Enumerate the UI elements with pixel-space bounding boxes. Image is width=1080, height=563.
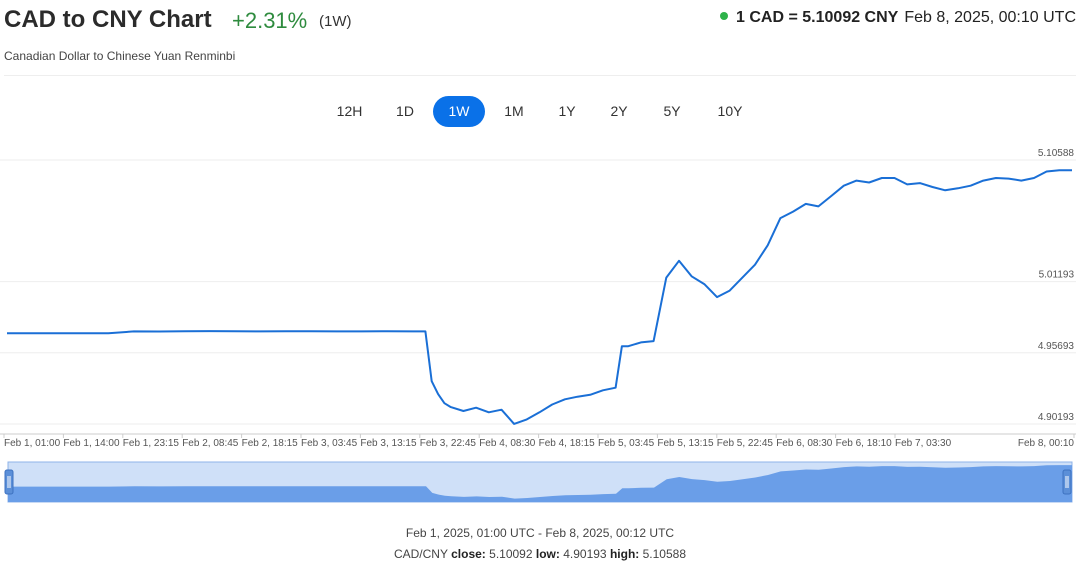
low-value: 4.90193: [563, 547, 607, 561]
y-tick-label: 4.95693: [1038, 341, 1075, 352]
x-tick-label: Feb 3, 22:45: [420, 438, 477, 449]
y-tick-label: 5.10588: [1038, 148, 1075, 159]
header-divider: [4, 75, 1076, 76]
time-range-selector: 12H 1D 1W 1M 1Y 2Y 5Y 10Y: [0, 96, 1080, 128]
rate-value: 1 CAD = 5.10092 CNY: [736, 9, 899, 26]
high-value: 5.10588: [642, 547, 687, 561]
range-button-10y[interactable]: 10Y: [717, 103, 743, 119]
x-tick-label: Feb 3, 13:15: [360, 438, 417, 449]
x-tick-label: Feb 5, 22:45: [717, 438, 774, 449]
range-button-5y[interactable]: 5Y: [663, 103, 681, 119]
x-tick-label: Feb 4, 08:30: [479, 438, 536, 449]
live-status-dot-icon: [720, 12, 729, 20]
period-label: (1W): [319, 13, 352, 30]
navigator-handle-left[interactable]: [4, 469, 14, 495]
close-value: 5.10092: [489, 547, 533, 561]
series-line: [7, 169, 1072, 425]
x-tick-label: Feb 1, 14:00: [63, 438, 120, 449]
chart-header: CAD to CNY Chart +2.31% (1W) Canadian Do…: [0, 0, 1080, 75]
x-tick-label: Feb 4, 18:15: [539, 438, 596, 449]
range-button-1y[interactable]: 1Y: [558, 103, 576, 119]
page-title: CAD to CNY Chart: [4, 6, 212, 33]
x-tick-label: Feb 6, 08:30: [776, 438, 833, 449]
pair-label: CAD/CNY: [393, 547, 448, 561]
close-label: close:: [451, 547, 486, 561]
x-tick-label: Feb 1, 01:00: [4, 438, 61, 449]
high-label: high:: [609, 547, 640, 561]
navigator-handle-right[interactable]: [1062, 469, 1072, 495]
range-button-2y[interactable]: 2Y: [610, 103, 628, 119]
x-tick-label: Feb 3, 03:45: [301, 438, 358, 449]
navigator-area: [8, 465, 1072, 502]
page-subtitle: Canadian Dollar to Chinese Yuan Renminbi: [4, 49, 236, 63]
x-tick-label: Feb 2, 18:15: [242, 438, 299, 449]
current-rate: 1 CAD = 5.10092 CNY Feb 8, 2025, 00:10 UT…: [720, 9, 1076, 27]
rate-timestamp: Feb 8, 2025, 00:10 UTC: [904, 9, 1076, 26]
footer-stats: CAD/CNY close: 5.10092 low: 4.90193 high…: [0, 547, 1080, 561]
x-tick-label: Feb 5, 13:15: [657, 438, 714, 449]
y-tick-label: 4.90193: [1038, 412, 1075, 423]
x-tick-label: Feb 7, 03:30: [895, 438, 952, 449]
footer-date-range: Feb 1, 2025, 01:00 UTC - Feb 8, 2025, 00…: [405, 526, 675, 540]
range-button-1w[interactable]: 1W: [433, 96, 485, 127]
x-tick-label: Feb 1, 23:15: [123, 438, 180, 449]
x-tick-label: Feb 2, 08:45: [182, 438, 239, 449]
x-tick-label: Feb 5, 03:45: [598, 438, 655, 449]
range-button-12h[interactable]: 12H: [336, 103, 363, 119]
low-label: low:: [535, 547, 560, 561]
range-button-1m[interactable]: 1M: [504, 103, 524, 119]
range-button-1d[interactable]: 1D: [396, 103, 414, 119]
percent-change: +2.31%: [232, 8, 308, 33]
exchange-rate-chart[interactable]: 5.10588 5.01193 4.95693 4.90193 Feb 1, 01:00…: [0, 140, 1080, 510]
y-tick-label: 5.01193: [1039, 270, 1075, 281]
x-tick-label: Feb 6, 18:10: [836, 438, 893, 449]
x-tick-label: Feb 8, 00:10: [1018, 438, 1075, 449]
